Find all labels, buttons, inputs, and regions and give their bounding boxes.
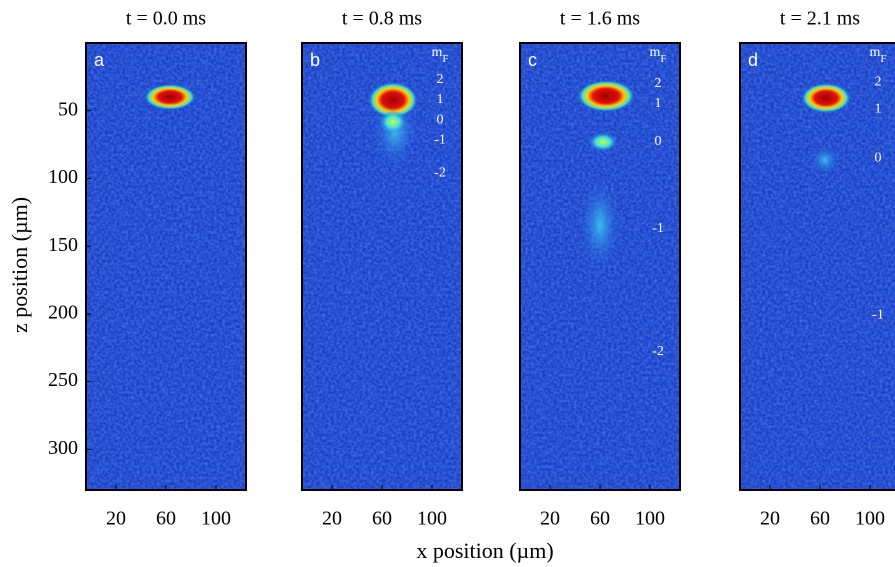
- panel-letter: d: [748, 50, 758, 70]
- x-tick-label: 20: [540, 508, 560, 530]
- panel-title: t = 1.6 ms: [560, 8, 640, 30]
- atom-cloud: [368, 82, 418, 118]
- mf-label: -2: [434, 165, 446, 180]
- mf-label: 0: [875, 150, 882, 165]
- y-tick-label: 200: [48, 302, 78, 324]
- y-axis-label: z position (µm): [7, 197, 32, 333]
- panel-letter: c: [528, 50, 537, 70]
- x-tick-label: 100: [855, 508, 885, 530]
- x-tick-label: 60: [372, 508, 392, 530]
- x-tick-label: 20: [322, 508, 342, 530]
- panel-letter: b: [310, 50, 320, 70]
- x-tick-label: 20: [106, 508, 126, 530]
- panel-title: t = 0.0 ms: [126, 8, 206, 30]
- mf-header: mF: [431, 45, 448, 64]
- panel-noise: [740, 43, 895, 490]
- x-axis-label: x position (µm): [416, 538, 553, 563]
- x-tick-label: 100: [417, 508, 447, 530]
- mf-header-sub: F: [442, 53, 448, 65]
- atom-cloud: [801, 83, 851, 113]
- mf-header: mF: [649, 45, 666, 64]
- mf-label: 1: [875, 102, 882, 117]
- atom-cloud: [379, 110, 407, 134]
- y-tick-label: 50: [58, 98, 78, 120]
- mf-label: -2: [652, 344, 664, 359]
- x-tick-label: 60: [810, 508, 830, 530]
- mf-header: mF: [869, 45, 886, 64]
- atom-cloud: [588, 132, 618, 152]
- mf-header-m: m: [431, 45, 442, 60]
- x-tick-label: 20: [760, 508, 780, 530]
- panel-noise: [86, 43, 246, 490]
- mf-header-m: m: [649, 45, 660, 60]
- mf-label: 2: [437, 72, 444, 87]
- mf-label: 2: [875, 75, 882, 90]
- x-tick-label: 60: [156, 508, 176, 530]
- atom-cloud: [811, 146, 839, 174]
- panel-title: t = 2.1 ms: [780, 8, 860, 30]
- panel-title: t = 0.8 ms: [342, 8, 422, 30]
- mf-label: 1: [437, 92, 444, 107]
- mf-label: 2: [655, 76, 662, 91]
- atom-cloud: [577, 80, 635, 112]
- mf-label: -1: [434, 133, 446, 148]
- x-tick-label: 100: [635, 508, 665, 530]
- mf-label: 0: [655, 134, 662, 149]
- x-tick-label: 60: [590, 508, 610, 530]
- y-tick-label: 100: [48, 166, 78, 188]
- mf-label: -1: [872, 307, 884, 322]
- mf-label: 1: [655, 96, 662, 111]
- mf-label: 0: [437, 112, 444, 127]
- y-tick-label: 150: [48, 234, 78, 256]
- mf-label: -1: [652, 221, 664, 236]
- atom-cloud: [144, 84, 196, 110]
- y-tick-label: 300: [48, 437, 78, 459]
- panel-letter: a: [94, 50, 105, 70]
- y-tick-label: 250: [48, 369, 78, 391]
- atom-cloud: [580, 180, 620, 270]
- mf-header-sub: F: [660, 53, 666, 65]
- mf-header-sub: F: [880, 53, 886, 65]
- mf-header-m: m: [869, 45, 880, 60]
- x-tick-label: 100: [201, 508, 231, 530]
